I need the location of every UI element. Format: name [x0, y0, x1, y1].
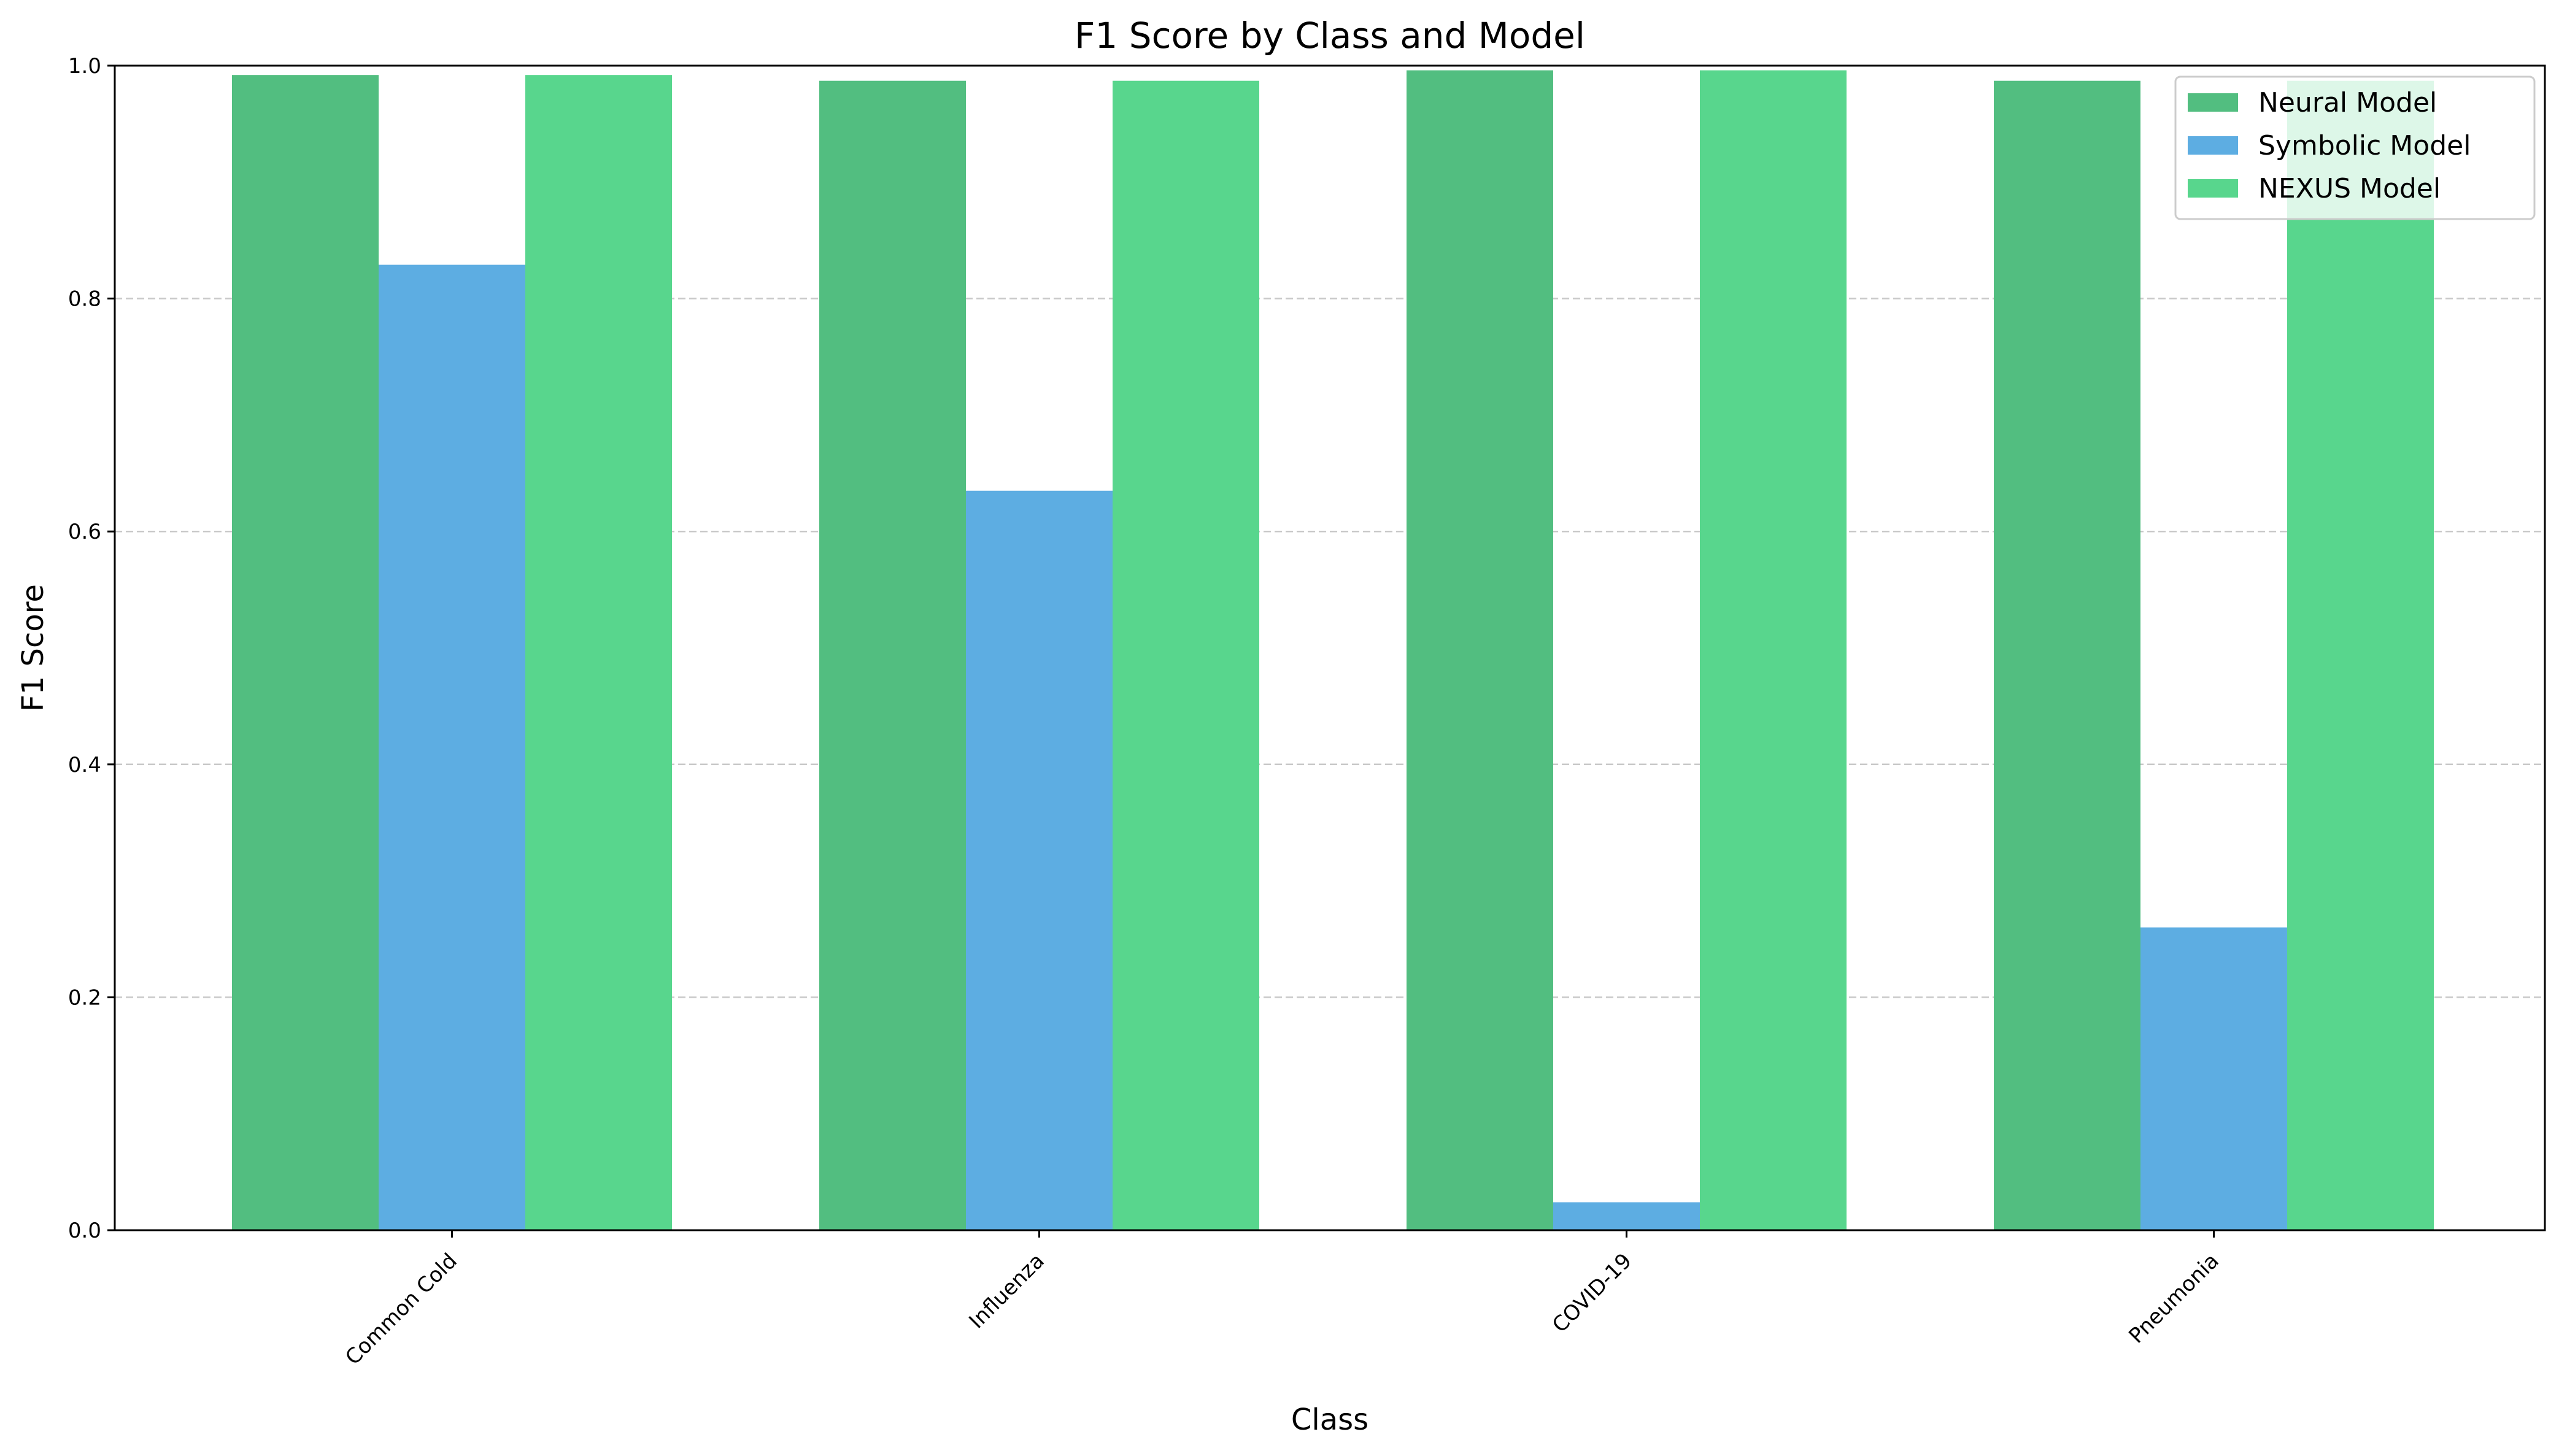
bar-nexus-model-common-cold [525, 75, 672, 1231]
bar-symbolic-model-covid-19 [1553, 1202, 1700, 1230]
bars [232, 70, 2434, 1231]
chart-title: F1 Score by Class and Model [1075, 15, 1585, 56]
bar-neural-model-covid-19 [1407, 70, 1553, 1230]
legend-label: NEXUS Model [2258, 173, 2441, 204]
bar-neural-model-common-cold [232, 75, 379, 1231]
y-axis-ticks: 0.0 0.2 0.4 0.6 0.8 1.0 [68, 54, 115, 1243]
y-tick-label: 0.4 [68, 753, 101, 777]
bar-symbolic-model-pneumonia [2140, 927, 2287, 1230]
bar-neural-model-influenza [819, 80, 966, 1231]
y-tick-label: 1.0 [68, 54, 101, 79]
x-axis-title: Class [1291, 1403, 1368, 1437]
legend-box [2174, 75, 2536, 220]
legend: Neural Model Symbolic Model NEXUS Model [2174, 75, 2536, 220]
bar-nexus-model-influenza [1113, 80, 1259, 1231]
bar-symbolic-model-influenza [966, 490, 1113, 1230]
legend-swatch [2188, 136, 2238, 155]
legend-label: Symbolic Model [2258, 130, 2471, 161]
legend-swatch [2188, 93, 2238, 112]
y-axis-title: F1 Score [16, 584, 50, 712]
legend-label: Neural Model [2258, 87, 2437, 118]
bar-nexus-model-covid-19 [1700, 70, 1847, 1230]
plot-frame [114, 64, 2546, 1231]
bar-neural-model-pneumonia [1994, 80, 2140, 1231]
legend-swatch [2188, 179, 2238, 198]
y-tick-label: 0.6 [68, 520, 101, 544]
bar-nexus-model-pneumonia [2287, 80, 2434, 1231]
y-tick-label: 0.8 [68, 287, 101, 312]
bar-symbolic-model-common-cold [379, 264, 525, 1231]
y-tick-label: 0.2 [68, 985, 101, 1010]
y-tick-label: 0.0 [68, 1219, 101, 1243]
